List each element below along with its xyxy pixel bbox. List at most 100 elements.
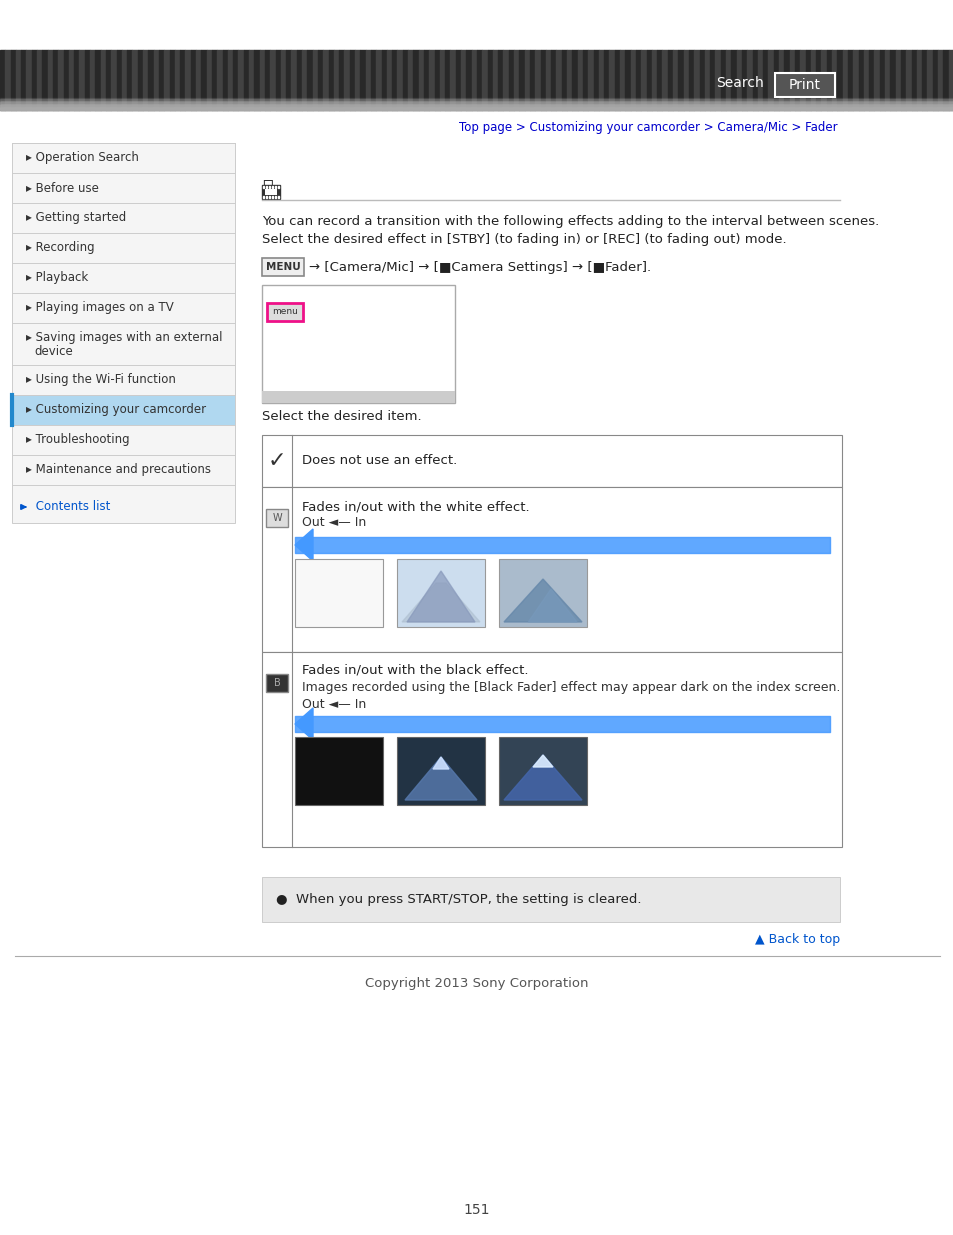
Bar bbox=[630, 49, 636, 110]
Bar bbox=[800, 49, 804, 110]
Bar bbox=[174, 49, 180, 110]
Bar bbox=[578, 49, 582, 110]
Bar bbox=[816, 49, 821, 110]
Text: Does not use an effect.: Does not use an effect. bbox=[302, 454, 456, 468]
Bar bbox=[222, 49, 228, 110]
Bar bbox=[911, 49, 916, 110]
Text: ▸ Maintenance and precautions: ▸ Maintenance and precautions bbox=[26, 463, 211, 477]
Text: ▸ Troubleshooting: ▸ Troubleshooting bbox=[26, 433, 130, 447]
Bar bbox=[207, 49, 212, 110]
Bar bbox=[783, 49, 789, 110]
Polygon shape bbox=[294, 529, 313, 561]
Bar bbox=[263, 185, 264, 188]
Bar bbox=[95, 49, 101, 110]
Text: ▸ Saving images with an external: ▸ Saving images with an external bbox=[26, 331, 222, 345]
Text: Out ◄— In: Out ◄— In bbox=[302, 698, 366, 710]
Bar bbox=[355, 49, 360, 110]
Bar bbox=[269, 185, 271, 188]
Text: ▸ Operation Search: ▸ Operation Search bbox=[26, 152, 139, 164]
Bar bbox=[365, 49, 371, 110]
Bar bbox=[64, 49, 69, 110]
Text: Out ◄— In: Out ◄— In bbox=[302, 516, 366, 530]
Bar bbox=[259, 49, 265, 110]
Text: ▸ Customizing your camcorder: ▸ Customizing your camcorder bbox=[26, 404, 206, 416]
Bar bbox=[79, 49, 85, 110]
Bar bbox=[535, 49, 540, 110]
Bar bbox=[699, 49, 704, 110]
Bar bbox=[262, 285, 455, 403]
Bar bbox=[895, 49, 900, 110]
Bar bbox=[582, 49, 588, 110]
Polygon shape bbox=[533, 755, 553, 767]
Bar bbox=[768, 49, 773, 110]
Bar bbox=[69, 49, 74, 110]
Bar bbox=[498, 737, 586, 805]
Bar bbox=[265, 189, 276, 195]
Bar bbox=[31, 49, 37, 110]
Bar bbox=[852, 49, 858, 110]
Bar bbox=[922, 49, 926, 110]
Text: ▸ Recording: ▸ Recording bbox=[26, 242, 94, 254]
Bar bbox=[561, 49, 566, 110]
Bar bbox=[429, 49, 435, 110]
Text: MENU: MENU bbox=[265, 262, 300, 272]
Bar bbox=[657, 49, 661, 110]
Bar bbox=[868, 49, 874, 110]
Bar bbox=[85, 49, 90, 110]
Bar bbox=[53, 49, 58, 110]
Bar bbox=[116, 49, 122, 110]
Bar bbox=[262, 652, 841, 847]
Text: ▸ Using the Wi-Fi function: ▸ Using the Wi-Fi function bbox=[26, 373, 175, 387]
Bar bbox=[122, 49, 127, 110]
Text: Images recorded using the [Black Fader] effect may appear dark on the index scre: Images recorded using the [Black Fader] … bbox=[302, 680, 840, 694]
Bar bbox=[482, 49, 487, 110]
Bar bbox=[196, 49, 201, 110]
Bar bbox=[274, 195, 276, 198]
Bar bbox=[779, 49, 783, 110]
Bar bbox=[262, 258, 304, 275]
Bar bbox=[937, 49, 943, 110]
Bar bbox=[518, 49, 524, 110]
Bar bbox=[344, 49, 350, 110]
Bar bbox=[262, 185, 280, 199]
Bar bbox=[37, 49, 42, 110]
Bar bbox=[435, 49, 439, 110]
Bar bbox=[826, 49, 831, 110]
Bar bbox=[837, 49, 841, 110]
Bar bbox=[498, 559, 586, 627]
Bar bbox=[736, 49, 741, 110]
Bar bbox=[715, 49, 720, 110]
Bar bbox=[720, 49, 725, 110]
Bar bbox=[688, 49, 694, 110]
Bar bbox=[266, 195, 267, 198]
Polygon shape bbox=[294, 708, 313, 740]
Bar bbox=[137, 49, 143, 110]
Bar bbox=[725, 49, 731, 110]
Bar bbox=[900, 49, 905, 110]
Bar bbox=[392, 49, 397, 110]
Bar bbox=[603, 49, 609, 110]
Bar bbox=[704, 49, 709, 110]
Bar bbox=[317, 49, 323, 110]
Bar bbox=[217, 49, 222, 110]
Bar bbox=[916, 49, 922, 110]
Bar bbox=[614, 49, 619, 110]
Bar bbox=[323, 49, 328, 110]
Bar bbox=[847, 49, 852, 110]
Bar bbox=[0, 105, 953, 107]
Bar bbox=[439, 49, 445, 110]
Text: Print: Print bbox=[788, 78, 821, 91]
Bar bbox=[503, 49, 508, 110]
Bar bbox=[339, 49, 344, 110]
Bar bbox=[0, 103, 953, 104]
Bar bbox=[593, 49, 598, 110]
Bar bbox=[58, 49, 64, 110]
Bar bbox=[514, 49, 518, 110]
Bar bbox=[371, 49, 375, 110]
Bar bbox=[277, 185, 279, 188]
Bar bbox=[153, 49, 159, 110]
Text: You can record a transition with the following effects adding to the interval be: You can record a transition with the fol… bbox=[262, 215, 879, 228]
Bar bbox=[296, 49, 302, 110]
Bar bbox=[266, 509, 288, 527]
Text: Search: Search bbox=[716, 77, 763, 90]
